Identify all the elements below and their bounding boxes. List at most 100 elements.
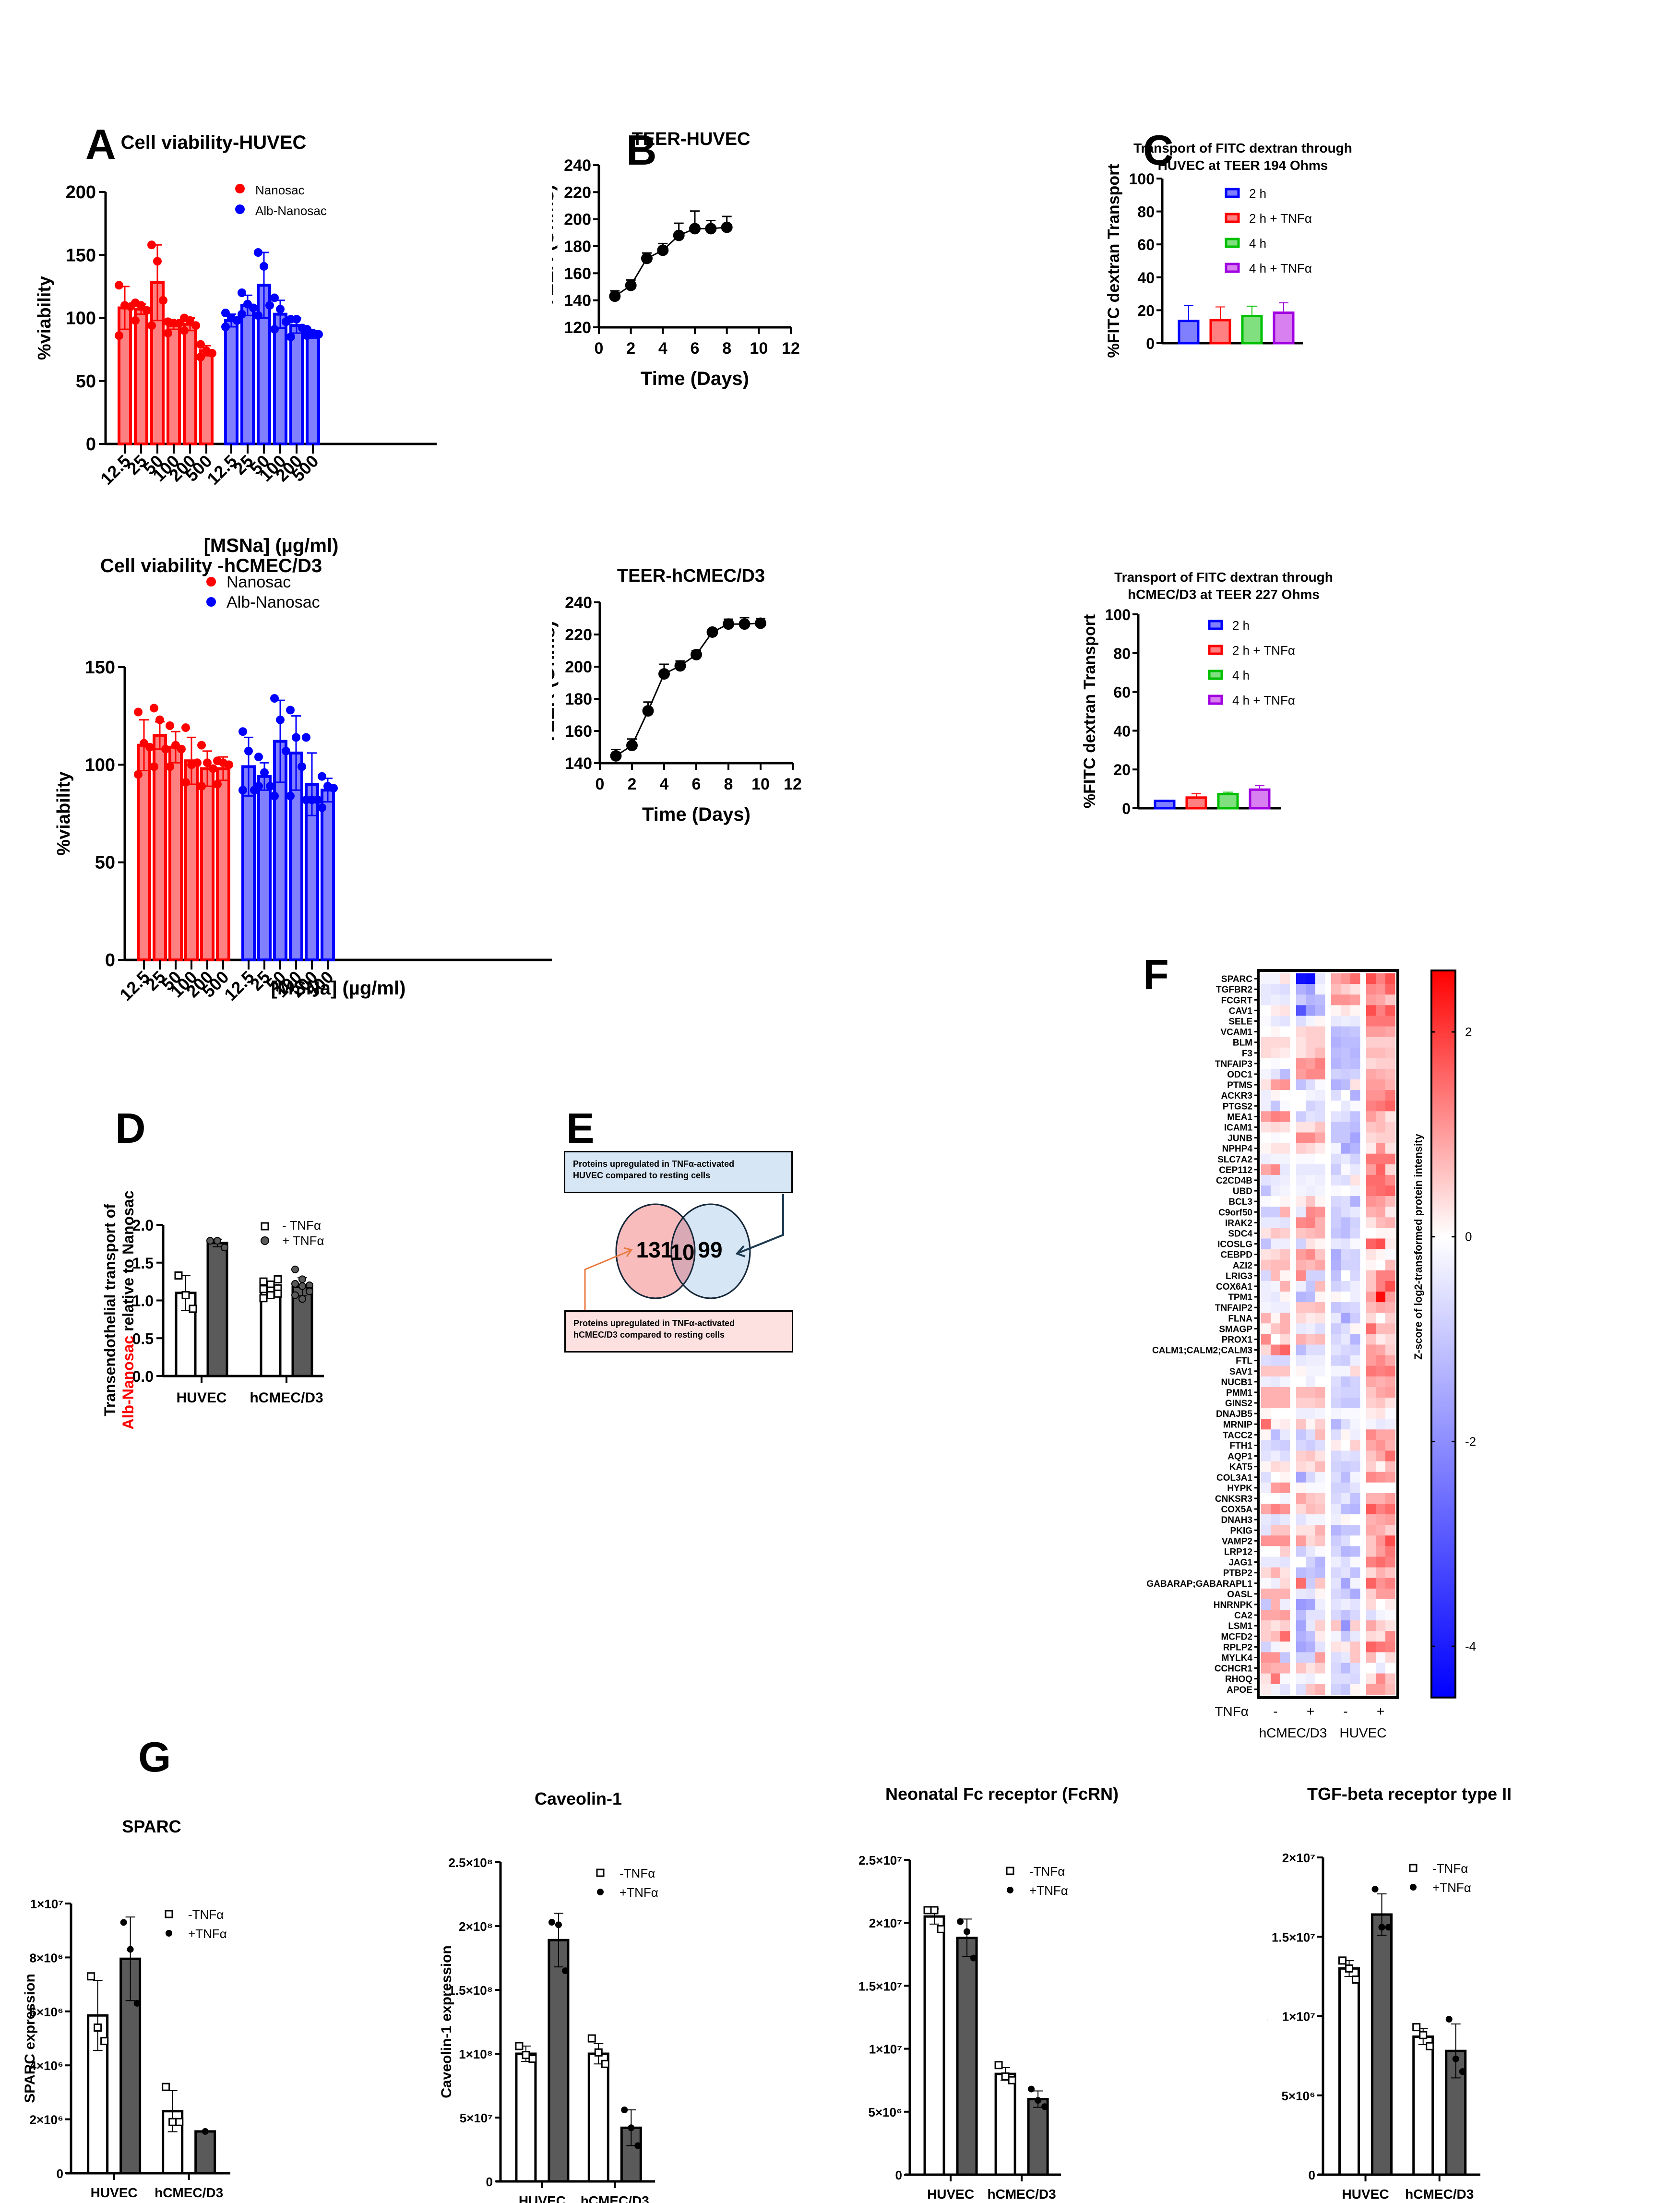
data-point [166,721,174,730]
heatmap-cell [1261,1334,1271,1345]
heatmap-cell [1350,1016,1360,1027]
heatmap-cell [1271,1079,1281,1090]
heatmap-cell [1271,1058,1281,1069]
heatmap-cell [1306,1599,1316,1610]
data-point [601,2059,609,2068]
y-tick-label: 1.5×10⁸ [448,1983,493,1998]
heatmap-cell [1271,1355,1281,1366]
heatmap-cell [1280,1365,1290,1377]
heatmap-cell [1271,1535,1281,1546]
data-point [1445,2016,1453,2023]
data-point [594,2048,603,2057]
data-point [196,352,205,361]
y-tick-label: 50 [95,853,115,873]
heatmap-cell [1315,1143,1325,1154]
heatmap-cell [1280,1228,1290,1239]
heatmap-cell [1271,1684,1281,1695]
gene-label: DNAH3 [1221,1515,1252,1525]
heatmap-cell [1306,1610,1316,1621]
heatmap-cell [1271,1398,1281,1409]
heatmap-cell [1341,1440,1351,1451]
heatmap-cell [1280,1185,1290,1197]
y-axis-label: %viability [35,276,55,360]
legend-label: Alb-Nanosac [226,593,320,611]
heatmap-cell [1261,1482,1271,1494]
heatmap-cell [1331,1016,1341,1027]
heatmap-cell [1271,1281,1281,1292]
heatmap-cell [1271,1588,1281,1600]
heatmap-cell [1306,1037,1316,1048]
heatmap-cell [1350,1101,1360,1112]
heatmap-cell [1306,1302,1316,1313]
y-axis-label: TEER (Ohms) [552,621,559,745]
heatmap-cell [1385,1610,1395,1621]
heatmap-border [1257,969,1399,1699]
heatmap-cell [1261,1450,1271,1462]
data-point [291,1265,299,1273]
gene-label: COX6A1 [1216,1282,1252,1292]
heatmap-cell [1385,1079,1395,1090]
heatmap-cell [1341,1620,1351,1631]
heatmap-cell [1350,1408,1360,1419]
heatmap-cell [1331,1270,1341,1281]
heatmap-cell [1376,1101,1386,1112]
legend-label: +TNFα [620,1885,658,1900]
heatmap-cell [1350,1185,1360,1197]
alb-nanosac-highlight: Alb-Nanosac [119,1336,137,1430]
data-point [147,240,156,250]
heatmap-cell [1306,1323,1316,1334]
heatmap-cell [1271,1249,1281,1260]
heatmap-cell [1350,1620,1360,1631]
heatmap-cell [1261,1578,1271,1589]
chart-title: TEER-HUVEC [631,129,750,149]
heatmap-cell [1350,1058,1360,1069]
heatmap-cell [1331,1249,1341,1260]
heatmap-cell [1315,1365,1325,1377]
heatmap-cell [1296,1610,1306,1621]
heatmap-cell [1376,1610,1386,1621]
heatmap-cell [1341,1578,1351,1589]
heatmap-cell [1280,1673,1290,1685]
heatmap-cell [1271,1525,1281,1536]
heatmap-cell [1261,1281,1271,1292]
heatmap-cell [1271,1143,1281,1154]
heatmap-cell [1366,1419,1376,1430]
data-point [689,223,701,235]
legend-marker [165,1910,173,1918]
heatmap-cell [1366,1440,1376,1451]
heatmap-cell [1385,1111,1395,1122]
arrow-orange [584,1249,631,1310]
panel-label-f: F [1143,951,1169,998]
heatmap-cell [1296,1026,1306,1038]
heatmap-cell [1315,1472,1325,1483]
heatmap-cell [1280,1344,1290,1356]
heatmap-cell [1331,1153,1341,1165]
colorbar-tick-label: -2 [1465,1434,1476,1449]
heatmap-cell [1306,1207,1316,1218]
data-point [181,723,190,732]
heatmap-cell [1350,1111,1360,1122]
y-tick-label: 100 [1129,170,1155,188]
data-point [298,1295,306,1303]
heatmap-cell [1315,1344,1325,1356]
data-point [286,791,295,801]
heatmap-cell [1296,1429,1306,1440]
heatmap-cell [1385,1588,1395,1600]
heatmap-cell [1306,1132,1316,1144]
heatmap-cell [1306,1185,1316,1197]
heatmap-cell [1306,1090,1316,1101]
heatmap-cell [1385,1398,1395,1409]
data-point [143,306,151,315]
data-point [87,1972,95,1981]
heatmap-cell [1385,1174,1395,1186]
heatmap-cell [1376,1567,1386,1579]
gene-label: NPHP4 [1222,1144,1253,1154]
heatmap-cell [1366,1090,1376,1101]
x-tick-label: HUVEC [91,2185,138,2200]
heatmap-cell [1341,1292,1351,1303]
gene-label: LRP12 [1224,1547,1252,1557]
heatmap-cell [1296,1493,1306,1504]
data-point [1001,2072,1010,2081]
heatmap-cell [1261,1111,1271,1122]
x-axis-label: [MSNa] (µg/ml) [204,535,339,556]
